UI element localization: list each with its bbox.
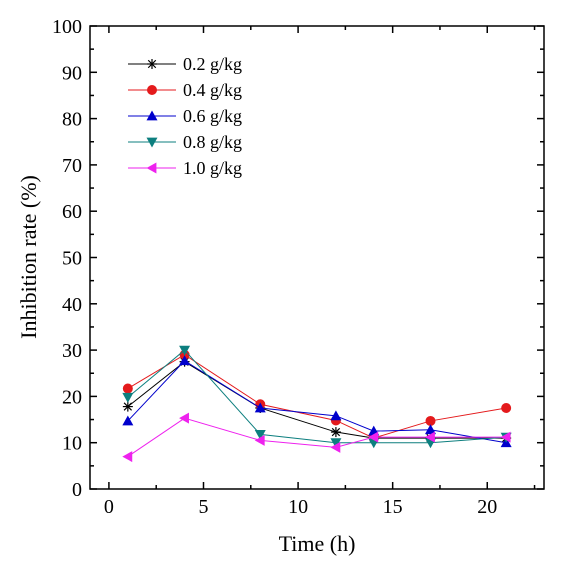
data-point-stroke [147, 59, 157, 69]
y-tick-label: 30 [62, 340, 82, 362]
legend-label: 0.6 g/kg [183, 106, 242, 126]
data-point [122, 415, 134, 426]
legend: 0.2 g/kg 0.4 g/kg 0.6 g/kg 0.8 g/kg 1.0 g/kg [128, 54, 242, 178]
data-point [425, 424, 436, 435]
data-point [147, 85, 157, 95]
series [122, 356, 512, 444]
data-point [146, 162, 157, 174]
data-point [501, 402, 512, 413]
tick-labels: 0 5 10 15 20 0 10 20 30 40 50 60 70 80 90 100 [52, 16, 497, 518]
data-point [146, 137, 158, 148]
y-tick-label: 20 [62, 386, 82, 408]
data-point [179, 355, 191, 366]
axis-ticks [90, 25, 544, 490]
x-tick-label: 20 [477, 496, 497, 518]
y-tick-label: 80 [62, 109, 82, 131]
data-point [254, 434, 265, 446]
y-tick-label: 60 [62, 201, 82, 223]
x-tick-label: 15 [383, 496, 403, 518]
series [122, 355, 512, 448]
data-point [122, 401, 133, 412]
data-point [368, 431, 379, 443]
data-point [179, 412, 189, 424]
legend-item: 0.4 g/kg [128, 80, 242, 100]
data-point [330, 438, 342, 449]
legend-item: 0.2 g/kg [128, 54, 242, 74]
y-axis-title: Inhibition rate (%) [16, 175, 41, 339]
x-tick-label: 0 [104, 496, 114, 518]
data-point-stroke [331, 427, 341, 437]
series-line [127, 417, 507, 458]
data-point [254, 429, 266, 440]
legend-label: 1.0 g/kg [183, 158, 242, 178]
data-point [425, 431, 435, 443]
x-axis-title: Time (h) [279, 531, 356, 556]
data-point [122, 392, 134, 403]
data-point [254, 402, 266, 413]
legend-label: 0.2 g/kg [183, 54, 242, 74]
data-point [122, 383, 133, 394]
y-tick-label: 50 [62, 248, 82, 270]
x-tick-label: 5 [199, 496, 209, 518]
data-point [179, 345, 191, 356]
legend-item: 0.6 g/kg [128, 106, 242, 126]
series [122, 412, 511, 463]
x-tick-label: 10 [288, 496, 308, 518]
y-tick-label: 10 [62, 433, 82, 455]
legend-label: 0.8 g/kg [183, 132, 242, 152]
data-point [425, 415, 436, 426]
legend-item: 0.8 g/kg [128, 132, 242, 152]
y-tick-label: 90 [62, 62, 82, 84]
y-tick-label: 40 [62, 294, 82, 316]
plot-frame [89, 25, 545, 490]
y-tick-label: 0 [72, 479, 82, 501]
data-point [330, 427, 341, 438]
data-point [146, 110, 158, 121]
y-tick-label: 100 [52, 16, 82, 38]
legend-label: 0.4 g/kg [183, 80, 242, 100]
data-point [500, 431, 511, 443]
data-point-stroke [123, 402, 133, 411]
data-point [147, 59, 157, 69]
legend-item: 1.0 g/kg [128, 158, 242, 178]
series-line [127, 360, 507, 444]
series-line [127, 361, 507, 439]
data-point [122, 451, 133, 463]
series-group [122, 345, 512, 463]
data-point [330, 410, 342, 421]
data-point [330, 441, 341, 453]
y-tick-label: 70 [62, 155, 82, 177]
